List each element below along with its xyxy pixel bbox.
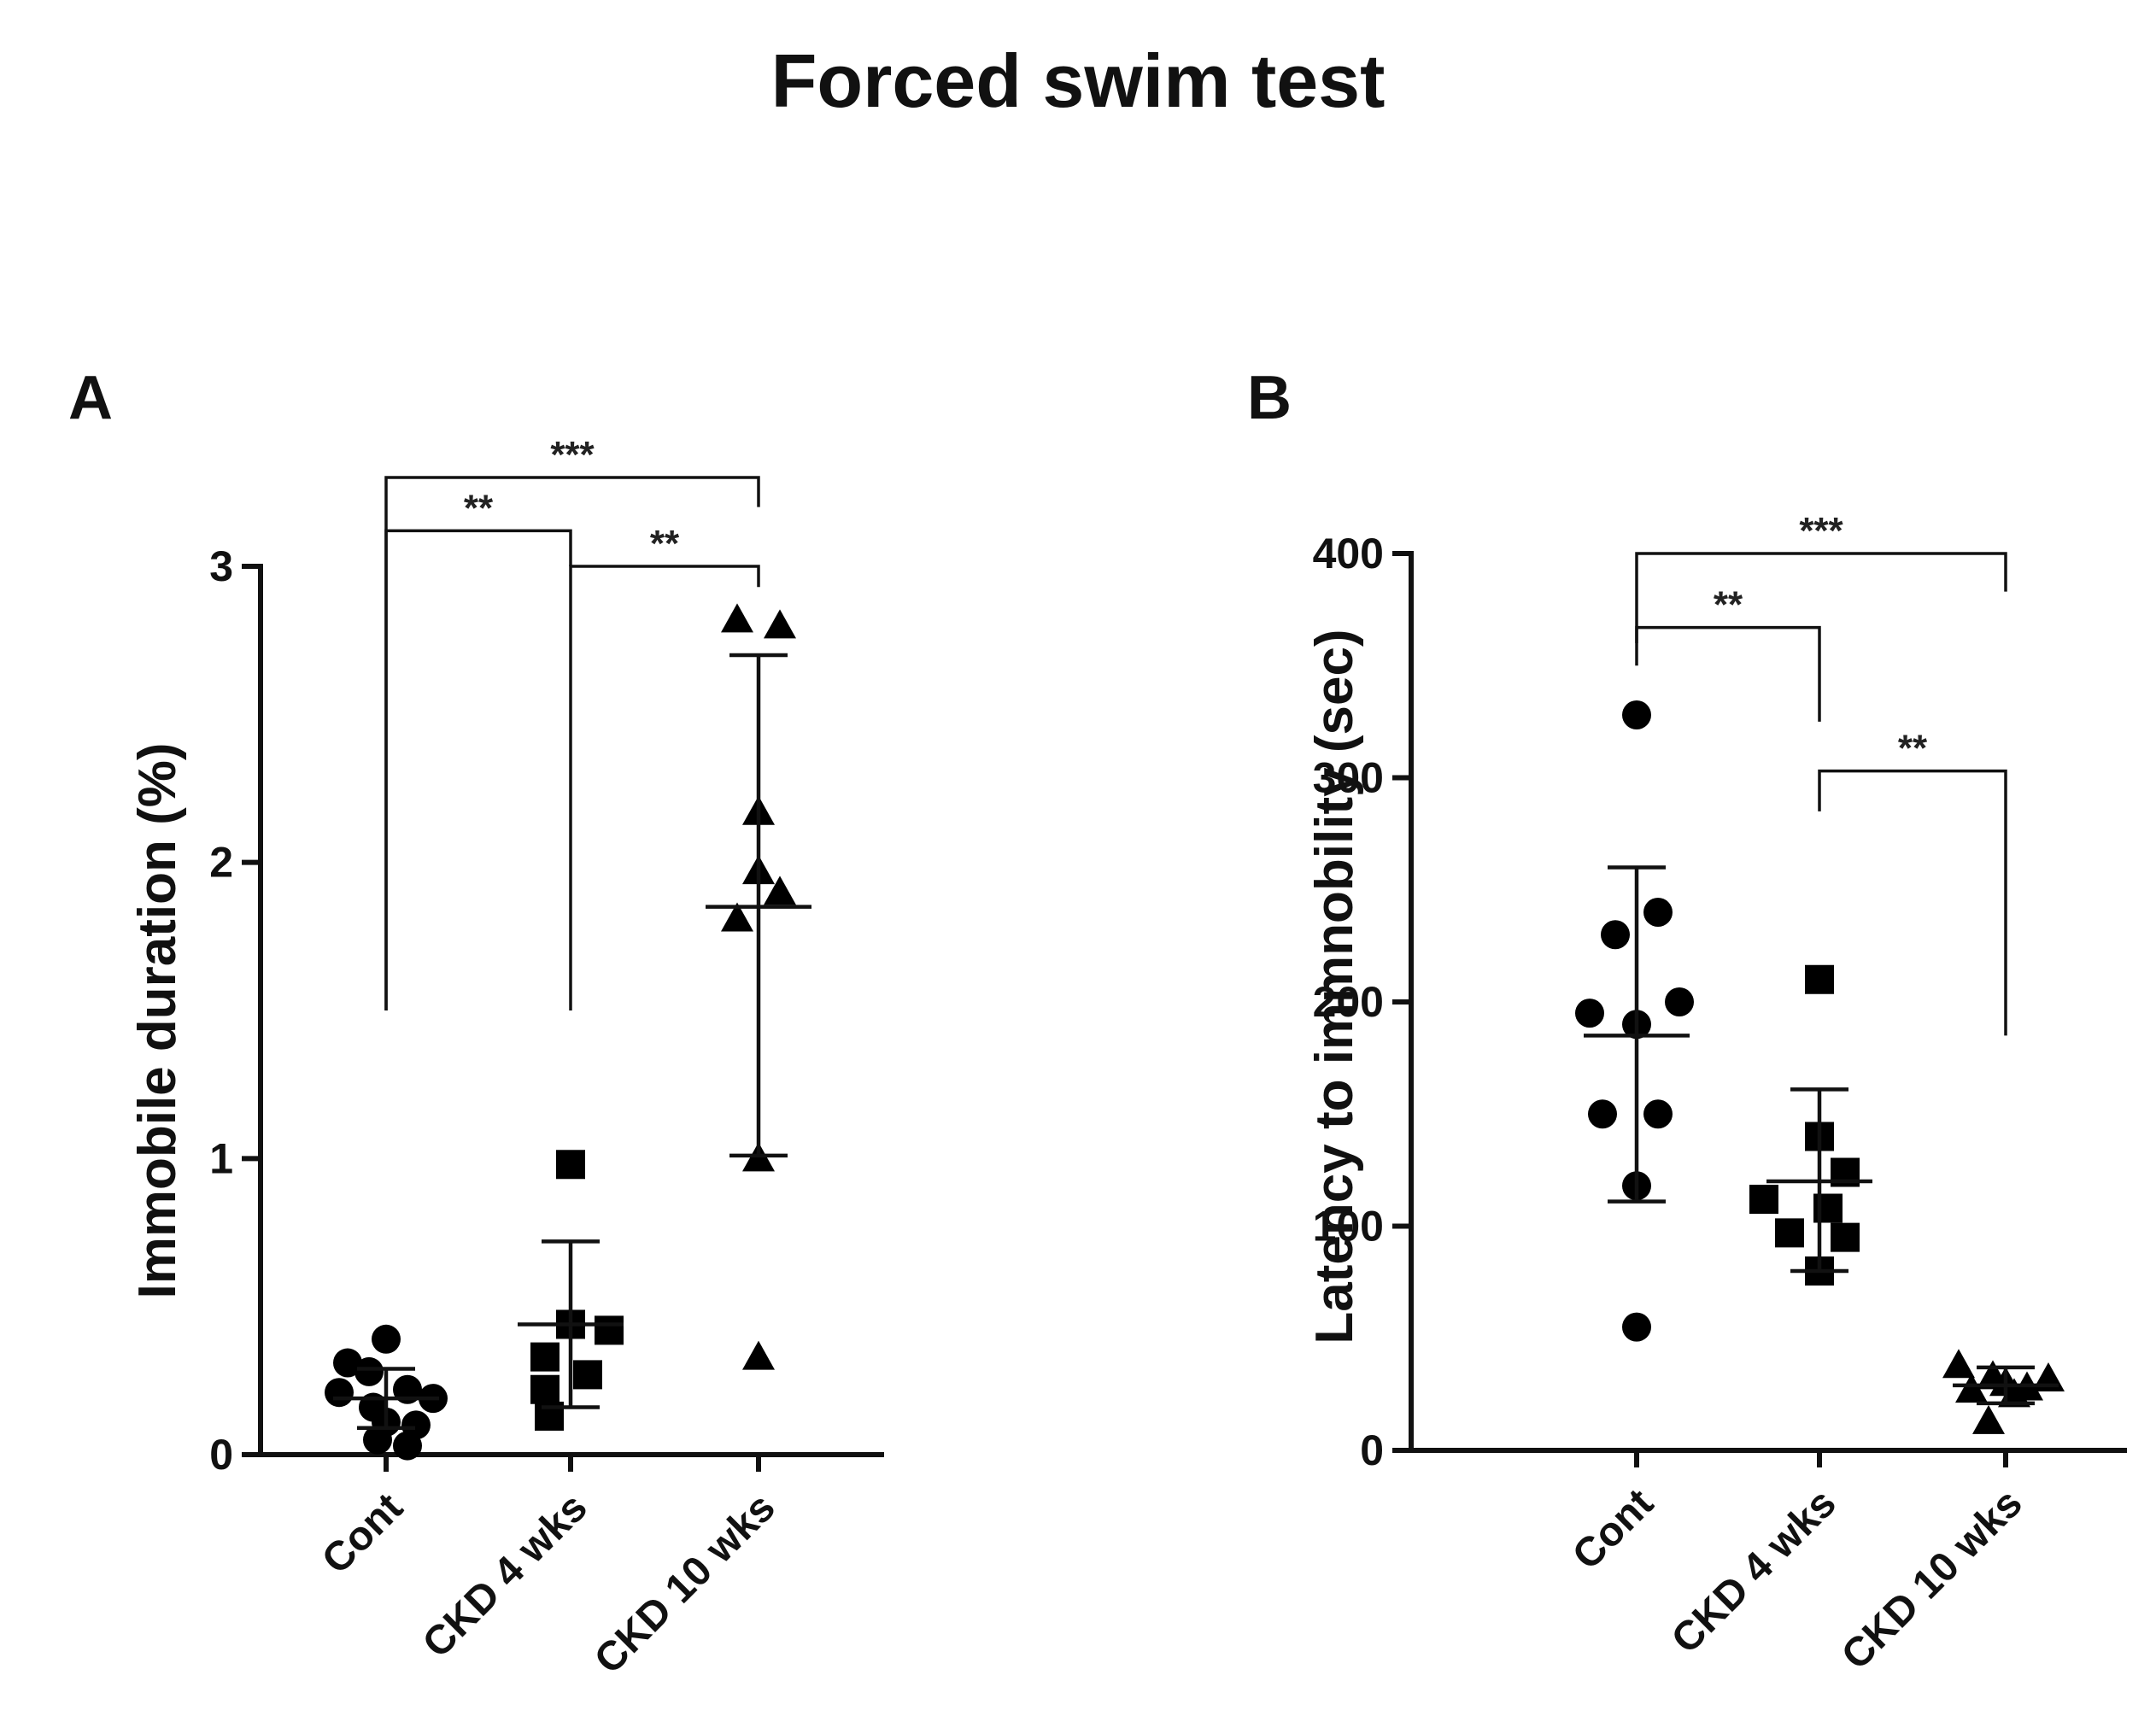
- panel-b-significance-label: **: [1714, 584, 1743, 626]
- panel-a-point-circle: [354, 1356, 384, 1386]
- panel-a-significance-bracket: [569, 565, 760, 1010]
- panel-a-chart: A Immobile duration (%) 0 1 2 3 Cont CKD 4 wk…: [68, 364, 884, 1683]
- panel-a-point-triangle: [764, 876, 796, 905]
- panel-a-point-square: [556, 1150, 585, 1180]
- panel-b-y-tick-label: 200: [1313, 978, 1384, 1026]
- panel-a-point-triangle: [721, 603, 753, 633]
- panel-b-point-circle: [1601, 920, 1630, 950]
- panel-a-y-tick-label: 0: [209, 1431, 233, 1479]
- panel-a-significance-label: **: [650, 523, 680, 565]
- figure-title: Forced swim test: [771, 38, 1386, 123]
- panel-a-significance-bracket: [384, 476, 760, 1010]
- panel-a-point-circle: [372, 1324, 401, 1354]
- panel-b-chart: B Latency to immnobility (sec) 0 100 200 30…: [1247, 364, 2127, 1678]
- panel-b-y-axis-label: Latency to immnobility (sec): [1305, 629, 1364, 1344]
- panel-b-category-label: CKD 10 wks: [1833, 1480, 2031, 1678]
- panel-a-point-circle: [393, 1431, 422, 1461]
- panel-b-category-label: CKD 4 wks: [1663, 1480, 1845, 1662]
- panel-a-point-triangle: [764, 609, 796, 639]
- panel-a-point-circle: [363, 1425, 392, 1455]
- panel-a-category-label: Cont: [313, 1485, 412, 1583]
- panel-b-point-triangle: [1955, 1374, 1988, 1403]
- panel-b-point-circle: [1622, 700, 1651, 729]
- panel-a-point-square: [530, 1374, 560, 1404]
- panel-b-point-circle: [1622, 1312, 1651, 1342]
- panel-a-y-axis-label: Immobile duration (%): [128, 743, 187, 1299]
- panel-a-y-tick-label: 1: [209, 1134, 233, 1182]
- panel-b-point-circle: [1643, 1099, 1673, 1129]
- panel-b-significance-bracket: [1635, 552, 2007, 643]
- panel-b-y-tick-label: 400: [1313, 530, 1384, 577]
- panel-b-significance-label: **: [1898, 728, 1928, 770]
- panel-b-y-tick-label: 0: [1360, 1426, 1384, 1474]
- panel-a-y-tick-label: 2: [209, 839, 233, 887]
- panel-b-y-tick-label: 100: [1313, 1203, 1384, 1250]
- panel-a-significance-label: ***: [550, 434, 595, 476]
- panel-a-category-label: CKD 4 wks: [414, 1485, 596, 1666]
- panel-b-point-square: [1805, 964, 1834, 994]
- panel-a-category-label: CKD 10 wks: [586, 1485, 784, 1683]
- panel-a-significance-bracket: [384, 529, 572, 1010]
- panel-a-significance-label: **: [464, 487, 494, 529]
- panel-b-point-circle: [1643, 898, 1673, 927]
- panel-b-significance-label: ***: [1799, 510, 1843, 552]
- panel-b-label: B: [1247, 364, 1292, 432]
- panel-b-point-triangle: [1942, 1349, 1975, 1379]
- panel-b-point-circle: [1575, 999, 1604, 1028]
- panel-b-point-circle: [1665, 987, 1694, 1016]
- panel-a-y-tick-label: 3: [209, 542, 233, 590]
- panel-a-point-triangle: [721, 902, 753, 932]
- panel-b-point-square: [1775, 1218, 1804, 1248]
- panel-a-point-circle: [325, 1378, 354, 1408]
- panel-b-y-tick-label: 300: [1313, 754, 1384, 802]
- panel-b-point-square: [1749, 1185, 1778, 1214]
- panel-b-point-square: [1831, 1222, 1860, 1252]
- panel-b-point-circle: [1588, 1099, 1617, 1129]
- panel-a-label: A: [68, 364, 113, 432]
- panel-a-point-square: [595, 1315, 624, 1345]
- panel-b-point-triangle: [1972, 1404, 2005, 1434]
- panel-a-point-triangle: [742, 1340, 775, 1370]
- panel-b-significance-bracket: [1635, 625, 1821, 722]
- panel-b-category-label: Cont: [1564, 1480, 1662, 1578]
- panel-b-significance-bracket: [1818, 769, 2007, 1036]
- panel-a-point-square: [573, 1360, 602, 1390]
- panel-a-point-square: [530, 1342, 560, 1372]
